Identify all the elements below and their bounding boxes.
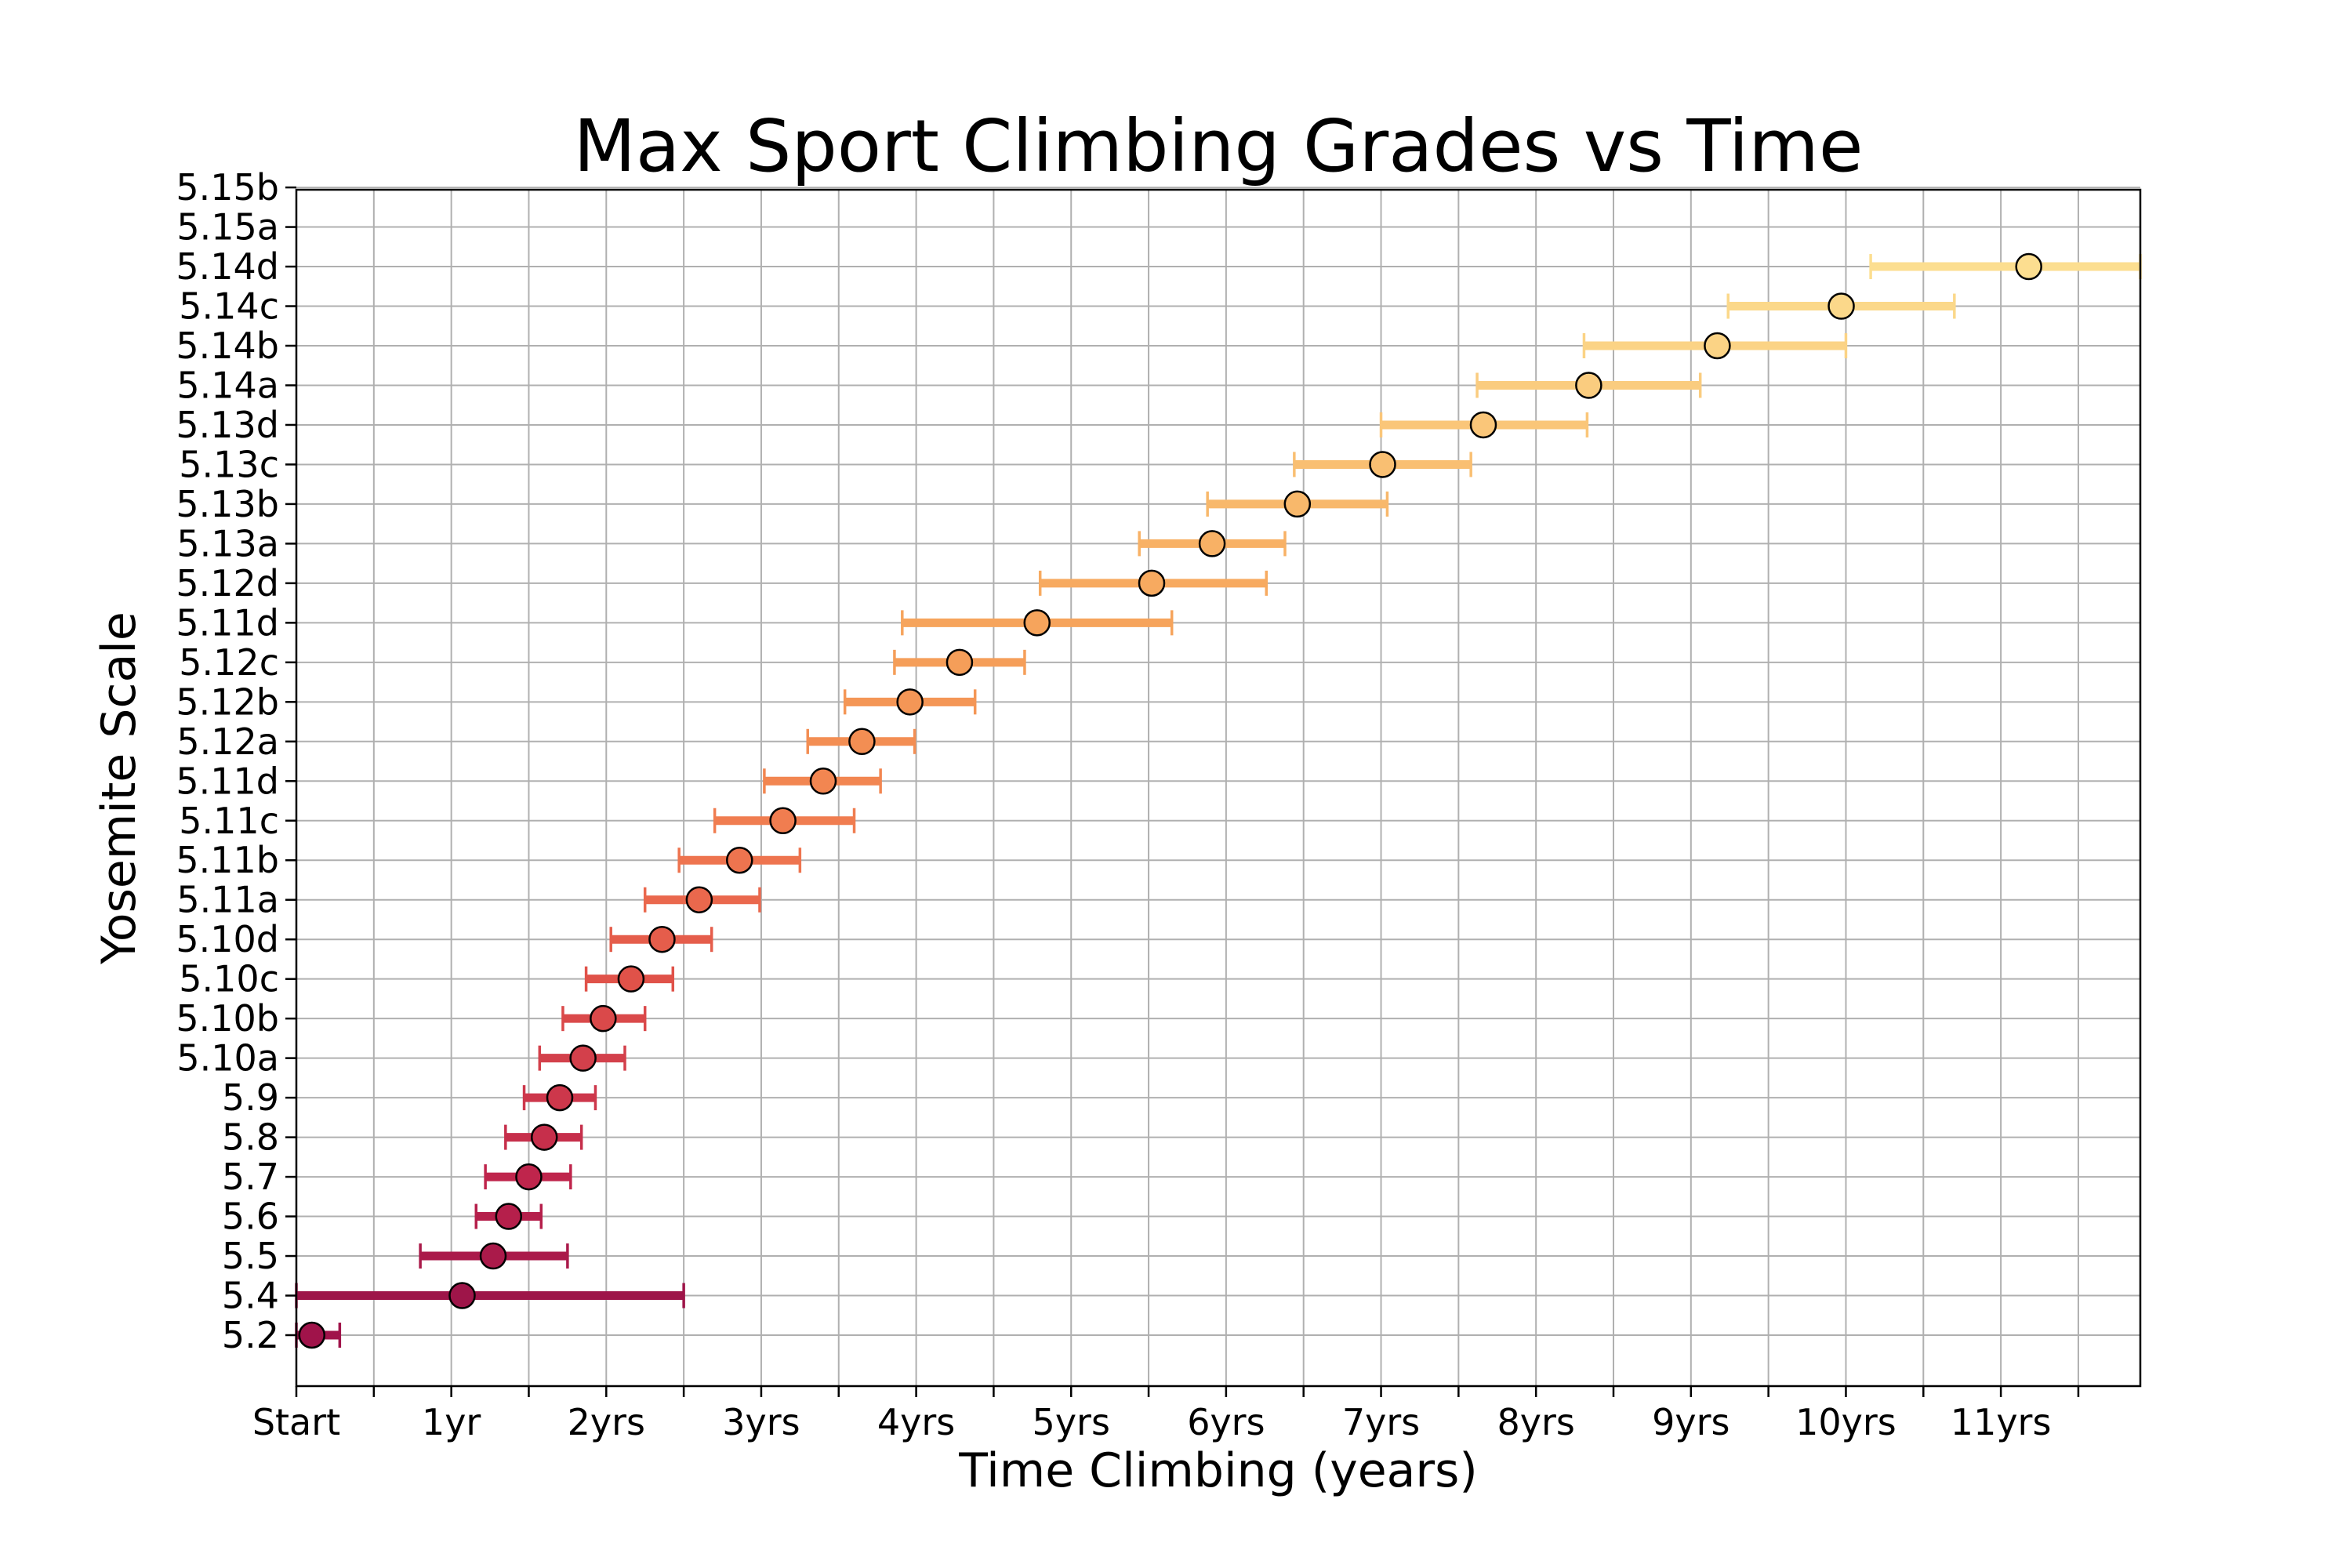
y-tick-label: 5.13b (176, 483, 279, 525)
data-point (2015, 252, 2042, 281)
data-point (896, 688, 924, 716)
data-point (1023, 609, 1051, 637)
x-tick-label: 2yrs (568, 1401, 645, 1443)
error-bars (295, 254, 2142, 1348)
data-point (530, 1123, 558, 1151)
y-tick-label: 5.12d (176, 562, 279, 604)
data-point (1704, 332, 1731, 360)
data-point (726, 846, 753, 874)
y-tick-label: 5.13d (176, 404, 279, 446)
y-axis-label: Yosemite Scale (92, 612, 147, 965)
y-tick-label: 5.2 (222, 1314, 279, 1356)
data-point (1138, 569, 1166, 597)
y-tick-label: 5.13a (176, 522, 279, 564)
data-point (848, 728, 876, 756)
x-tick-label: 11yrs (1951, 1401, 2052, 1443)
x-tick-label: 7yrs (1342, 1401, 1420, 1443)
y-tick-label: 5.9 (222, 1076, 279, 1119)
data-point (1575, 372, 1602, 399)
data-point (617, 965, 645, 993)
x-tick-label: 4yrs (877, 1401, 955, 1443)
data-point (1369, 451, 1396, 478)
x-tick-labels: Start 1yr 2yrs 3yrs 4yrs 5yrs 6yrs 7yrs 8yrs 9yrs… (252, 1401, 2052, 1443)
data-point (769, 807, 797, 835)
y-tick-label: 5.15b (176, 166, 279, 209)
data-point (569, 1044, 597, 1072)
y-tick-label: 5.14a (176, 364, 279, 406)
data-point (546, 1083, 574, 1112)
data-point (590, 1004, 617, 1033)
x-tick-label: 1yr (422, 1401, 481, 1443)
data-point (515, 1163, 543, 1191)
x-tick-label: Start (252, 1401, 340, 1443)
y-tick-label: 5.10b (176, 997, 279, 1040)
data-point (809, 768, 837, 795)
data-point (1828, 292, 1855, 320)
chart-title: Max Sport Climbing Grades vs Time (574, 104, 1864, 188)
data-point (648, 925, 676, 953)
data-points (298, 252, 2042, 1349)
y-tick-label: 5.6 (222, 1196, 279, 1238)
y-tick-label: 5.10d (176, 918, 279, 960)
y-tick-label: 5.15a (176, 206, 279, 249)
data-point (685, 886, 713, 913)
y-tick-label: 5.11c (179, 800, 279, 842)
y-tick-label: 5.11b (176, 839, 279, 881)
x-tick-label: 6yrs (1187, 1401, 1265, 1443)
y-tick-label: 5.7 (222, 1156, 279, 1198)
y-tick-label: 5.10c (179, 958, 279, 1000)
y-tick-label: 5.11a (176, 879, 279, 921)
y-tick-label: 5.10a (176, 1037, 279, 1080)
y-tick-label: 5.12b (176, 681, 279, 723)
data-point (448, 1282, 476, 1309)
data-point (298, 1321, 326, 1349)
plot-frame (295, 188, 2142, 1388)
y-tick-label: 5.12a (176, 720, 279, 763)
y-tick-label: 5.11d (176, 601, 279, 644)
ticks (285, 186, 2080, 1397)
y-tick-label: 5.14c (179, 285, 279, 328)
y-tick-label: 5.14b (176, 325, 279, 367)
x-axis-label: Time Climbing (years) (958, 1443, 1477, 1498)
data-point (1469, 411, 1497, 439)
y-tick-labels: 5.25.45.55.65.75.85.95.10a5.10b5.10c5.10… (176, 166, 279, 1356)
data-point (1198, 530, 1226, 557)
data-point (479, 1242, 507, 1270)
data-point (495, 1203, 523, 1230)
x-tick-label: 5yrs (1033, 1401, 1110, 1443)
y-tick-label: 5.12c (179, 641, 279, 684)
x-tick-label: 8yrs (1497, 1401, 1574, 1443)
grid (296, 187, 2140, 1386)
y-tick-label: 5.13c (179, 443, 279, 485)
y-tick-label: 5.14d (176, 245, 279, 288)
y-tick-label: 5.5 (222, 1235, 279, 1277)
y-tick-label: 5.4 (222, 1275, 279, 1317)
y-tick-label: 5.11d (176, 760, 279, 802)
x-tick-label: 10yrs (1795, 1401, 1896, 1443)
data-point (1283, 490, 1312, 518)
y-tick-label: 5.8 (222, 1116, 279, 1159)
x-tick-label: 9yrs (1652, 1401, 1730, 1443)
x-tick-label: 3yrs (722, 1401, 800, 1443)
data-point (946, 648, 974, 677)
